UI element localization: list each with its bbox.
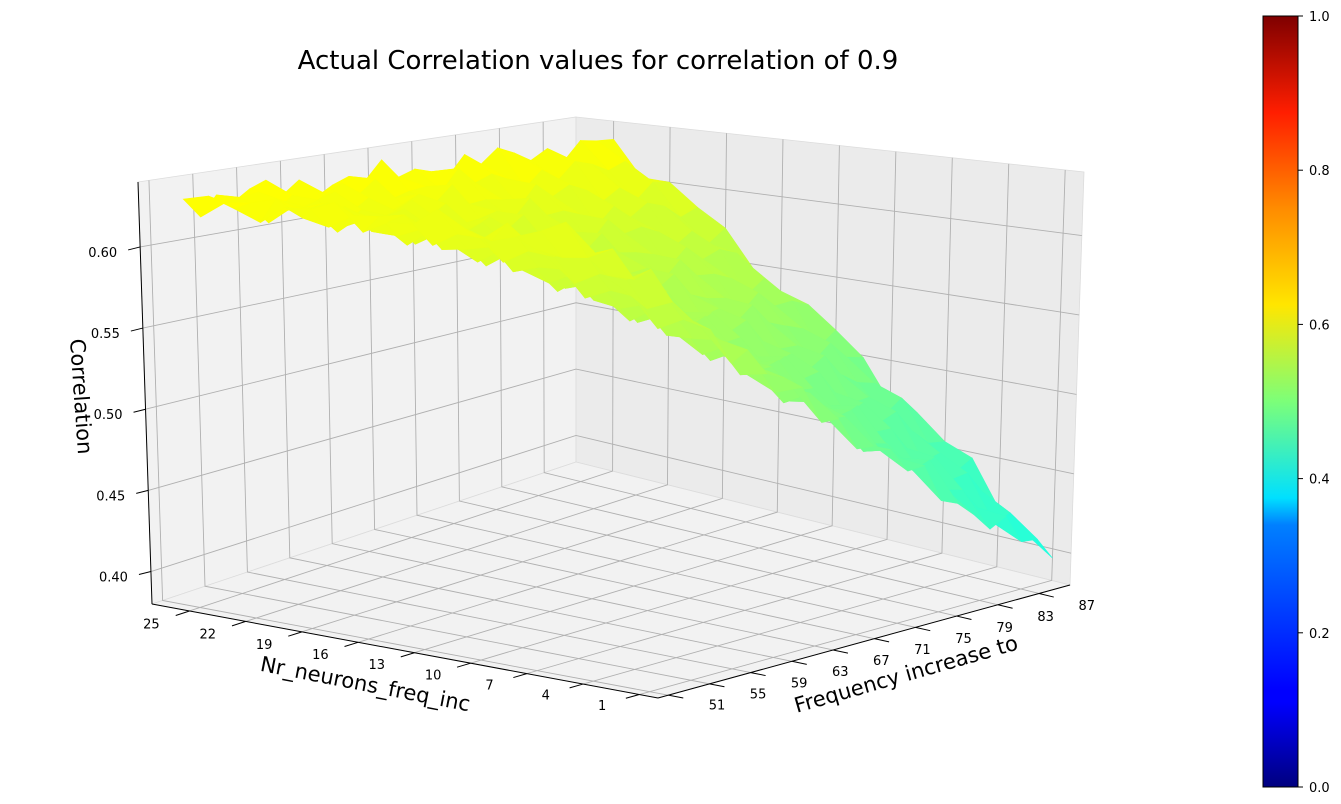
x-grid-line xyxy=(367,147,875,640)
tick-marks: 51 55 59 63 67 71 75 79 83 87 1 4 7 10 13 16 19 22 25 0.40 0… xyxy=(88,246,1095,714)
y-tick xyxy=(288,631,303,637)
x-tick-label: 67 xyxy=(873,654,890,669)
x-tick-label: 51 xyxy=(709,698,726,713)
z-grid-line xyxy=(150,434,1072,572)
z-tick-label: 0.40 xyxy=(99,571,128,586)
y-tick-label: 19 xyxy=(256,638,273,653)
colorbar-tick-label: 0.4 xyxy=(1309,473,1330,488)
z-axis-title: Correlation xyxy=(65,338,97,455)
y-grid-line xyxy=(414,145,840,654)
y-tick xyxy=(231,620,246,627)
colorbar-tick-label: 1.0 xyxy=(1309,10,1330,25)
z-tick-label: 0.60 xyxy=(88,246,117,261)
chart-title: Actual Correlation values for correlatio… xyxy=(298,46,899,76)
y-tick xyxy=(175,610,190,616)
y-tick xyxy=(344,641,359,648)
x-tick xyxy=(956,615,972,620)
z-tick xyxy=(138,571,152,576)
y-tick xyxy=(513,673,527,679)
colorbar-gradient xyxy=(1262,15,1299,788)
z-grid-line xyxy=(145,302,1077,410)
x-tick xyxy=(997,604,1013,609)
colorbar-tick-label: 0.8 xyxy=(1309,164,1330,179)
z-tick xyxy=(136,489,149,494)
y-tick xyxy=(569,683,584,689)
z-tick xyxy=(133,408,146,413)
x-tick xyxy=(874,638,890,643)
colorbar-tick-label: 0.0 xyxy=(1309,781,1330,796)
x-grid-line xyxy=(236,167,751,674)
x-tick-label: 55 xyxy=(750,687,767,702)
x-tick-label: 83 xyxy=(1037,610,1054,625)
y-tick-label: 13 xyxy=(368,658,385,673)
z-tick-label: 0.45 xyxy=(96,489,125,504)
y-tick xyxy=(456,662,471,668)
x-tick-label: 79 xyxy=(996,621,1013,636)
y-tick-label: 16 xyxy=(312,648,329,663)
x-tick-label: 75 xyxy=(955,632,972,647)
x-grid-line xyxy=(323,154,834,651)
colorbar: 0.0 0.2 0.4 0.6 0.8 1.0 xyxy=(1262,10,1330,796)
x-grid-line xyxy=(455,134,957,617)
surface-patch xyxy=(565,221,613,258)
x-tick xyxy=(915,626,931,632)
correlation-surface xyxy=(182,139,1053,559)
x-grid-line xyxy=(192,173,710,685)
z-tick xyxy=(128,246,141,251)
y-tick-label: 22 xyxy=(199,628,216,643)
x-tick xyxy=(791,660,807,665)
y-tick-label: 10 xyxy=(425,668,442,683)
grid-lines xyxy=(140,121,1082,696)
x-tick xyxy=(709,683,725,688)
x-axis-line xyxy=(657,584,1071,699)
x-grid-line xyxy=(411,141,916,628)
x-tick xyxy=(1038,592,1054,598)
x-tick xyxy=(750,672,766,677)
z-tick-label: 0.55 xyxy=(91,327,120,342)
y-tick xyxy=(400,652,415,658)
axis-lines xyxy=(137,181,1071,699)
x-tick-label: 87 xyxy=(1078,599,1095,614)
colorbar-tick-label: 0.6 xyxy=(1309,318,1330,333)
y-axis-title: Nr_neurons_freq_inc xyxy=(258,652,472,717)
y-tick-label: 4 xyxy=(542,689,550,704)
y-tick-label: 1 xyxy=(598,699,606,714)
x-grid-line xyxy=(279,160,792,662)
y-grid-line xyxy=(526,157,953,675)
z-tick xyxy=(130,327,143,332)
y-grid-line xyxy=(639,169,1066,695)
z-tick-label: 0.50 xyxy=(94,408,123,423)
y-tick xyxy=(625,694,640,699)
y-grid-line xyxy=(358,139,784,643)
colorbar-tick-label: 0.2 xyxy=(1309,627,1330,642)
x-tick-label: 63 xyxy=(832,665,849,680)
x-tick-label: 59 xyxy=(791,676,808,691)
x-tick xyxy=(668,694,684,699)
z-axis-line xyxy=(137,181,153,605)
y-grid-line xyxy=(582,163,1010,685)
y-tick-label: 7 xyxy=(485,678,493,693)
y-axis-line xyxy=(151,603,659,699)
y-tick-label: 25 xyxy=(143,618,160,633)
x-tick xyxy=(832,649,849,654)
x-tick-label: 71 xyxy=(914,643,931,658)
x-grid-line xyxy=(148,180,669,696)
y-grid-line xyxy=(470,151,897,664)
